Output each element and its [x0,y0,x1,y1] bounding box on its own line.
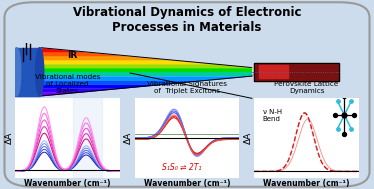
X-axis label: Wavenumber (cm⁻¹): Wavenumber (cm⁻¹) [24,179,111,188]
Text: IR: IR [68,51,78,60]
Text: Vibrational Dynamics of Electronic
Processes in Materials: Vibrational Dynamics of Electronic Proce… [73,6,301,34]
Bar [15,48,40,96]
Bar [258,65,288,78]
Text: S₁S₀ ⇌ 2T₁: S₁S₀ ⇌ 2T₁ [162,163,202,172]
Bar [254,63,339,81]
X-axis label: Wavenumber (cm⁻¹): Wavenumber (cm⁻¹) [144,179,230,188]
Text: Perovskite Lattice
Dynamics: Perovskite Lattice Dynamics [275,81,339,94]
Point [341,113,347,116]
Ellipse shape [12,48,21,96]
Point [332,113,338,116]
Y-axis label: ΔA: ΔA [4,132,13,144]
Y-axis label: ΔA: ΔA [124,132,133,144]
Bar [73,98,102,178]
Point [348,127,354,130]
Point [335,127,341,130]
Y-axis label: ΔA: ΔA [244,132,253,144]
Point [341,95,347,98]
Text: ν N-H
Bend: ν N-H Bend [263,109,282,122]
Text: Vibrational modes
of Localized
States: Vibrational modes of Localized States [34,74,100,94]
Point [348,100,354,103]
Point [335,100,341,103]
Ellipse shape [36,48,44,96]
Point [341,132,347,135]
Bar [254,63,339,81]
X-axis label: Wavenumber (cm⁻¹): Wavenumber (cm⁻¹) [263,179,350,188]
Point [351,113,357,116]
Text: Vibrational Signatures
of  Triplet Excitons: Vibrational Signatures of Triplet Excito… [147,81,227,94]
